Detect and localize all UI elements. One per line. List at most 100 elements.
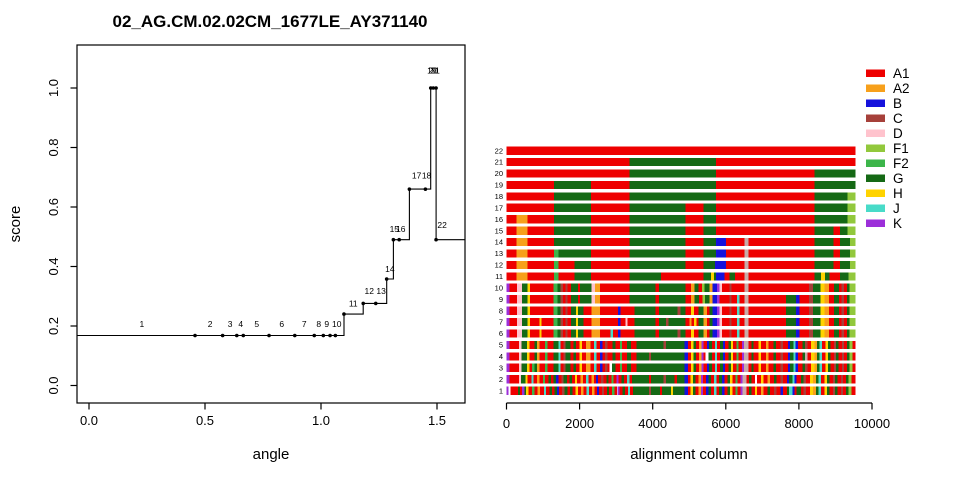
bar-segment-A2: [591, 306, 601, 315]
bar-segment-A1: [630, 363, 637, 372]
step-point-label: 7: [302, 319, 307, 329]
bar-segment-G: [636, 352, 650, 361]
bar-segment-A1: [716, 203, 815, 212]
bar-segment-A2: [580, 375, 583, 384]
bar-segment-G: [789, 375, 793, 384]
bar-segment-A1: [615, 352, 620, 361]
step-point: [361, 301, 366, 306]
step-plot-content: 0.0 0.5 1.0 1.50.00.20.40.60.81.01 2 3 4 5 6 7 8 9 1…: [46, 44, 466, 428]
bar-segment-C: [563, 352, 566, 361]
bar-segment-G: [629, 192, 717, 201]
bar-segment-A1: [602, 363, 606, 372]
bar-segment-G: [840, 260, 851, 270]
bar-segment-A1: [529, 295, 554, 304]
bar-segment-A1: [687, 375, 691, 384]
bar-segment-G: [749, 375, 752, 384]
bar-segment-A2: [516, 260, 528, 270]
bar-segment-B: [795, 363, 798, 372]
y-axis-label-score: score: [7, 206, 24, 243]
bar-segment-C: [809, 318, 814, 327]
bar-segment-G: [629, 203, 686, 212]
bar-segment-F2: [553, 318, 558, 327]
bar-segment-A1: [527, 272, 555, 281]
bar-segment-C: [560, 306, 563, 315]
alignment-row: 16: [495, 215, 856, 224]
bar-segment-A1: [598, 375, 602, 384]
row-label: 16: [495, 215, 503, 224]
bar-segment-H: [579, 363, 582, 372]
bar-segment-G: [847, 340, 850, 350]
bar-segment-A1: [560, 340, 564, 350]
row-label: 7: [499, 318, 503, 327]
bar-segment-A1: [731, 283, 745, 292]
bar-segment-G: [836, 352, 839, 361]
bar-segment-G: [708, 386, 712, 395]
bar-segment-F2: [544, 340, 548, 350]
bar-segment-G: [557, 295, 561, 304]
bar-segment-G: [634, 318, 656, 327]
bar-segment-H: [527, 283, 530, 292]
bar-segment-J: [818, 375, 821, 384]
bar-segment-F2: [532, 386, 535, 395]
bar-segment-A2: [703, 306, 707, 315]
bar-segment-G: [636, 363, 685, 372]
bar-segment-G: [846, 283, 850, 292]
bar-segment-F2: [736, 352, 739, 361]
legend-entry: K: [866, 216, 902, 231]
bar-segment-A2: [586, 340, 591, 350]
bar-segment-A2: [766, 352, 769, 361]
bar-segment-A1: [685, 318, 690, 327]
bar-segment-A1: [748, 318, 787, 327]
bar-segment-A1: [721, 329, 730, 338]
bar-segment-A1: [509, 352, 519, 361]
legend-label: A1: [893, 66, 910, 81]
bar-segment-A1: [721, 318, 730, 327]
bar-segment-C: [605, 363, 608, 372]
bar-segment-C: [803, 375, 807, 384]
bar-segment-A1: [566, 375, 570, 384]
bar-segment-H: [730, 352, 734, 361]
bar-segment-A2: [586, 352, 591, 361]
bar-segment-C: [841, 306, 844, 315]
bar-segment-A1: [711, 363, 715, 372]
bar-segment-A1: [558, 375, 562, 384]
bar-segment-G: [790, 340, 794, 350]
bar-segment-A2: [592, 386, 595, 395]
bar-segment-H: [810, 340, 815, 350]
bar-segment-A2: [824, 329, 830, 338]
x-tick-label: 6000: [711, 416, 740, 431]
bar-segment-A1: [748, 306, 787, 315]
bar-segment-G: [676, 375, 685, 384]
alignment-row: 21: [495, 158, 856, 167]
bar-segment-A2: [766, 340, 769, 350]
bar-segment-G: [719, 340, 723, 350]
bar-segment-A1: [583, 306, 592, 315]
bar-segment-A1: [751, 375, 756, 384]
x-axis-label-alignment: alignment column: [630, 446, 748, 463]
bar-segment-A1: [833, 249, 841, 258]
bar-segment-X: [744, 249, 749, 258]
step-point-label: 13: [376, 286, 386, 296]
bar-segment-A1: [737, 386, 741, 395]
bar-segment-G: [814, 238, 834, 247]
bar-segment-C: [842, 352, 845, 361]
bar-segment-G: [773, 340, 776, 350]
bar-segment-G: [651, 352, 685, 361]
bar-segment-G: [627, 340, 631, 350]
bar-segment-K: [506, 318, 510, 327]
bar-segment-G: [828, 363, 831, 372]
bar-segment-A1: [506, 192, 555, 201]
bar-segment-A2: [581, 386, 584, 395]
bar-segment-A2: [516, 226, 528, 235]
bar-segment-A1: [843, 386, 847, 395]
bar-segment-A1: [581, 340, 587, 350]
bar-segment-A1: [839, 329, 842, 338]
bar-segment-A1: [685, 306, 692, 315]
bar-segment-A1: [695, 375, 699, 384]
bar-segment-K: [506, 329, 510, 338]
bar-segment-F2: [611, 375, 614, 384]
bar-segment-C: [563, 363, 566, 372]
bar-segment-B: [706, 363, 709, 372]
bar-segment-A1: [607, 363, 610, 372]
